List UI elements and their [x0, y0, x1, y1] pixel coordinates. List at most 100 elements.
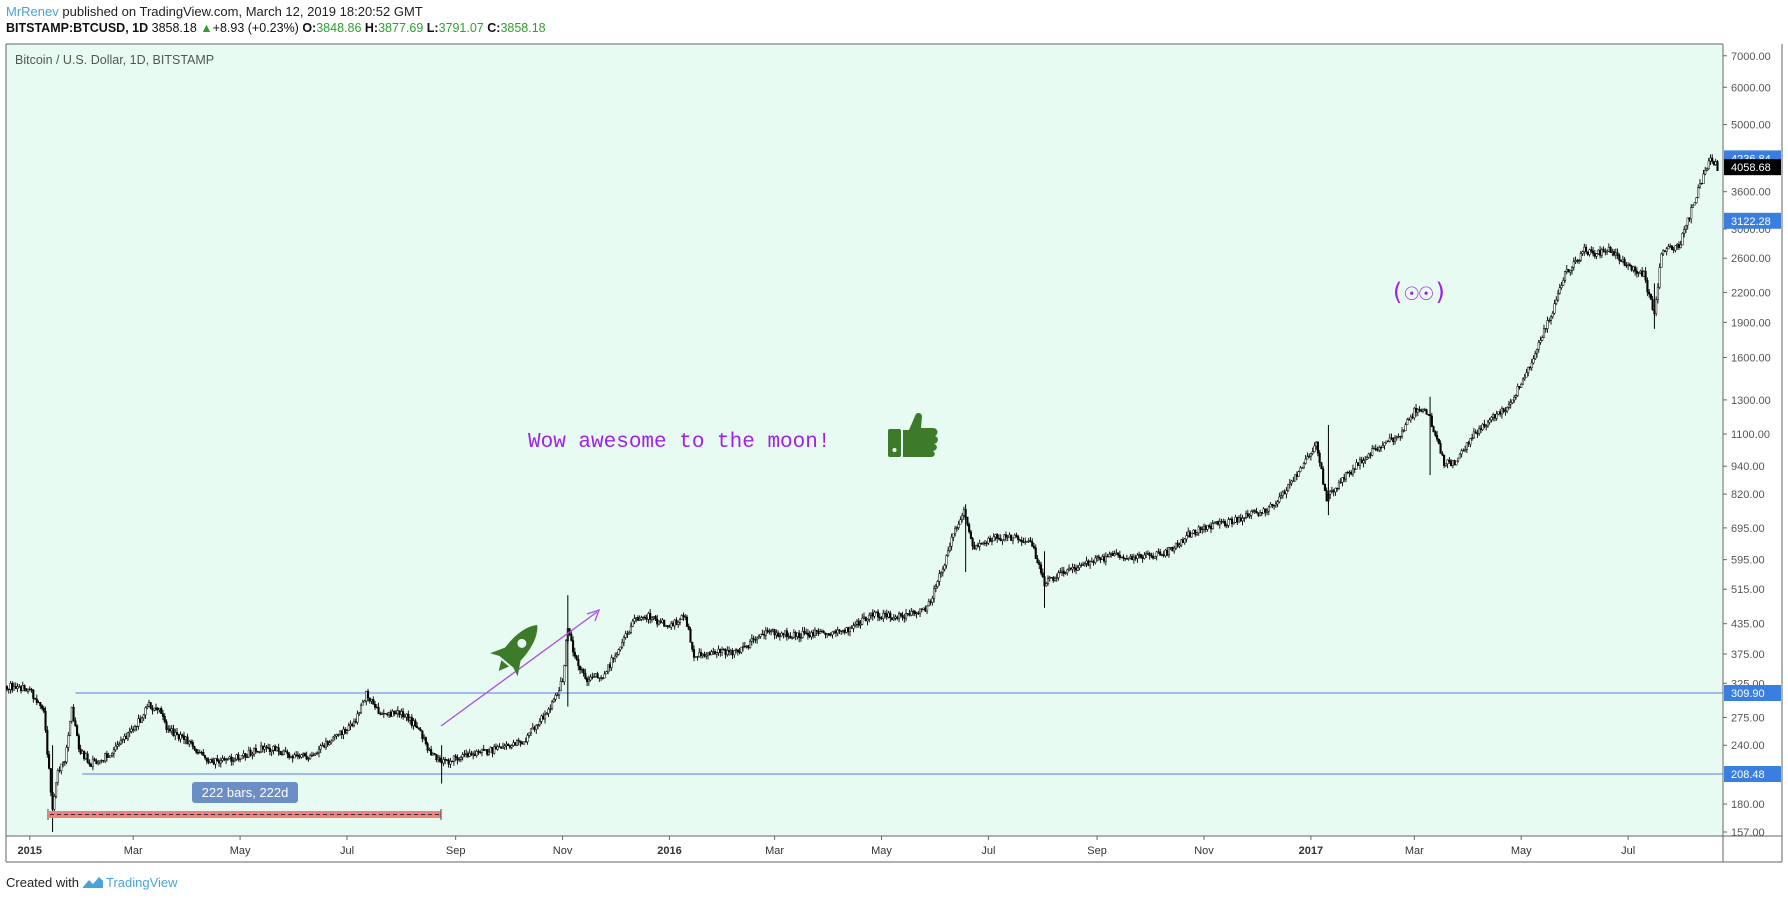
author-link[interactable]: MrRenev: [6, 4, 59, 19]
price-tag-box: [1724, 684, 1781, 701]
candle: [1264, 508, 1267, 517]
candle: [402, 707, 405, 720]
candle: [1015, 532, 1018, 538]
candle: [543, 710, 547, 724]
candle: [1192, 529, 1195, 535]
plot-area[interactable]: [6, 44, 1723, 836]
moon-annotation[interactable]: Wow awesome to the moon!: [528, 431, 830, 454]
candle: [1036, 555, 1039, 564]
candle: [931, 595, 934, 606]
candle: [16, 683, 19, 693]
candle: [631, 618, 634, 628]
candle: [617, 648, 620, 656]
candle: [1246, 509, 1249, 519]
candle: [1637, 271, 1640, 277]
candle: [978, 539, 981, 551]
y-tick-label: 7000.00: [1731, 51, 1771, 63]
candle: [1513, 394, 1516, 404]
candle: [1588, 248, 1591, 257]
candle: [968, 522, 971, 534]
candle: [934, 583, 937, 593]
candle: [359, 703, 363, 714]
candle: [1490, 415, 1493, 423]
candle: [829, 632, 832, 637]
y-tick-label: 6000.00: [1731, 82, 1771, 94]
candle: [1243, 517, 1246, 523]
candle: [1702, 169, 1705, 185]
candle: [1287, 484, 1290, 492]
y-tick-label: 1600.00: [1731, 352, 1771, 364]
candle: [1371, 445, 1374, 457]
candle: [1206, 525, 1209, 532]
candle: [246, 753, 249, 758]
candle: [46, 726, 49, 758]
candle: [76, 724, 79, 737]
candle: [1248, 513, 1251, 519]
candle: [1478, 425, 1481, 437]
y-tick-label: 5000.00: [1731, 120, 1771, 132]
candle: [558, 687, 561, 700]
candle: [1570, 266, 1574, 275]
candle: [1686, 217, 1689, 230]
candle: [1507, 400, 1510, 410]
candle: [1322, 466, 1325, 486]
candle: [1425, 408, 1428, 415]
y-tick-label: 375.00: [1731, 649, 1765, 661]
candle: [528, 732, 531, 738]
candle: [114, 742, 117, 752]
candle: [296, 751, 299, 760]
candle: [1267, 505, 1270, 516]
candle: [226, 758, 229, 761]
candle: [1341, 476, 1344, 487]
candle: [279, 751, 282, 755]
candle: [69, 720, 72, 737]
candle: [559, 677, 562, 692]
candle: [759, 633, 762, 639]
price-axis[interactable]: 7000.006000.005000.003600.003000.002600.…: [1723, 51, 1771, 839]
candle: [1034, 544, 1037, 559]
candle: [1290, 479, 1293, 487]
date-range-measure[interactable]: 222 bars, 222d: [47, 782, 442, 820]
candle: [361, 699, 364, 706]
candle: [1520, 382, 1523, 388]
candle: [391, 709, 394, 717]
candle: [947, 546, 950, 557]
candle: [205, 757, 208, 765]
candle: [861, 613, 864, 626]
candle: [510, 744, 513, 750]
candle: [529, 728, 533, 736]
candle: [60, 763, 63, 775]
candle: [1523, 373, 1526, 381]
candle: [216, 754, 219, 762]
candle: [1616, 248, 1619, 260]
candle: [813, 627, 816, 639]
candle: [883, 610, 887, 619]
eyes-annotation[interactable]: (☉☉): [1390, 278, 1448, 306]
candle: [955, 526, 958, 532]
candle: [1691, 204, 1695, 208]
candle: [191, 739, 194, 750]
candle: [575, 654, 578, 661]
candle: [112, 747, 115, 758]
candle: [1020, 536, 1023, 546]
candle: [1448, 457, 1451, 464]
candle: [971, 536, 974, 551]
y-tick-label: 275.00: [1731, 712, 1765, 724]
candle: [736, 649, 739, 656]
candle: [1108, 551, 1111, 558]
candle: [503, 743, 506, 750]
candle: [519, 740, 522, 747]
candle: [1223, 519, 1227, 528]
candle: [550, 700, 554, 711]
horizontal-levels[interactable]: [75, 692, 1723, 775]
candle: [1464, 445, 1467, 453]
time-axis[interactable]: 2015 Mar May Jul Sep Nov 2016 Mar May Jul Sep Nov 20…: [18, 836, 1636, 857]
candle: [98, 760, 101, 765]
candle: [1663, 250, 1666, 252]
candle: [1029, 537, 1032, 543]
candle: [1432, 425, 1435, 433]
candle: [1488, 417, 1491, 425]
tradingview-brand-link[interactable]: TradingView: [105, 875, 178, 890]
candle: [806, 628, 809, 640]
